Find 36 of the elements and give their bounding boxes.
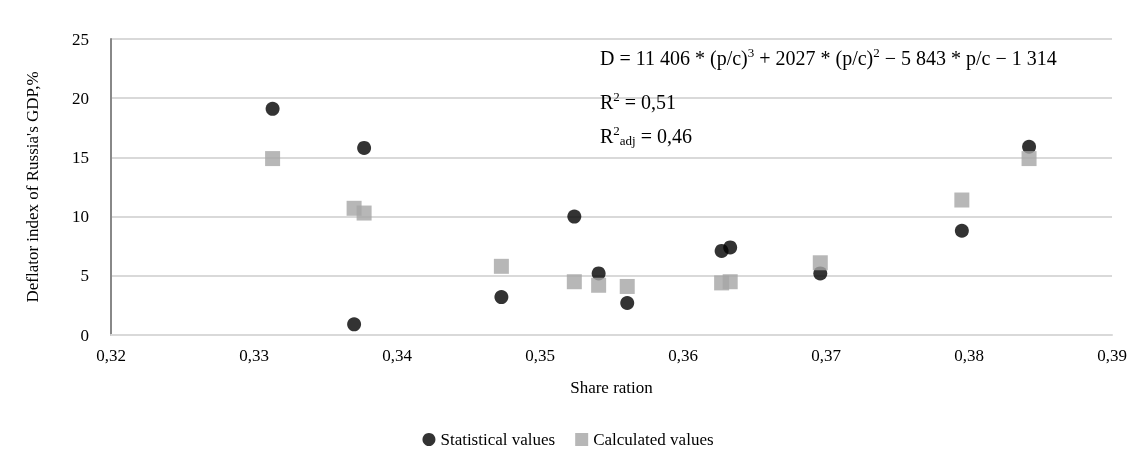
x-tick-label: 0,33	[239, 346, 269, 365]
point	[265, 101, 280, 116]
x-tick-label: 0,37	[811, 346, 842, 365]
y-tick-label: 15	[72, 147, 89, 167]
point	[591, 277, 607, 293]
point	[1021, 151, 1037, 167]
x-tick-label: 0,39	[1097, 346, 1127, 365]
x-tick-label: 0,32	[96, 346, 126, 365]
y-tick-label: 10	[72, 207, 89, 227]
point	[566, 274, 582, 290]
point	[722, 274, 738, 290]
x-tick-label: 0,36	[668, 346, 698, 365]
x-tick-label: 0,34	[382, 346, 413, 365]
point	[265, 151, 281, 167]
x-axis-title: Share ration	[570, 378, 654, 397]
y-tick-label: 25	[72, 29, 89, 49]
x-tick-label: 0,35	[525, 346, 555, 365]
y-tick-label: 5	[80, 266, 89, 286]
y-tick-label: 0	[80, 325, 89, 345]
legend-label: Calculated values	[593, 430, 714, 449]
point	[493, 258, 509, 274]
point	[356, 205, 372, 221]
point	[619, 278, 635, 294]
point	[494, 290, 509, 305]
point	[357, 140, 372, 155]
point	[347, 317, 362, 332]
point	[723, 240, 738, 255]
point	[812, 255, 828, 271]
point	[954, 223, 969, 238]
legend-label: Statistical values	[440, 430, 556, 449]
point	[567, 209, 582, 224]
point	[620, 296, 635, 311]
y-axis-title: Deflator index of Russia's GDP,%	[23, 71, 42, 303]
x-tick-label: 0,38	[954, 346, 984, 365]
y-tick-label: 20	[72, 88, 89, 108]
point	[954, 192, 970, 208]
